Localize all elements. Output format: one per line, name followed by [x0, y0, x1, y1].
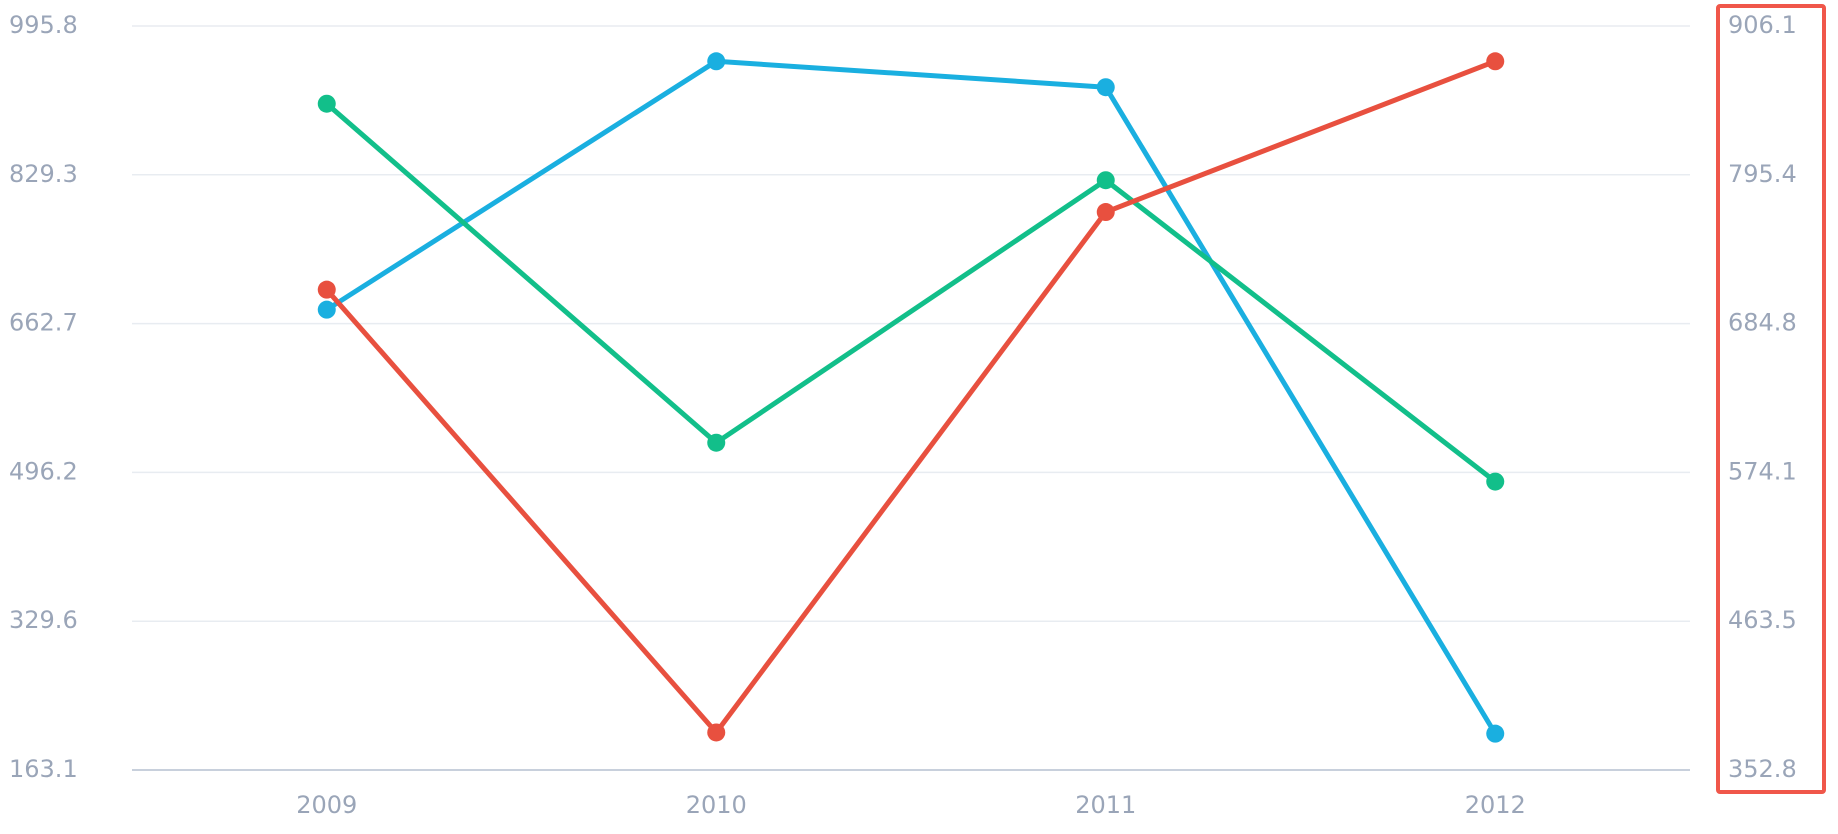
highlight-box	[1716, 4, 1826, 794]
data-point	[707, 433, 726, 452]
y-tick-label: 329.6	[9, 606, 78, 634]
y2-tick-label: 352.8	[1728, 755, 1797, 783]
y2-tick-label: 906.1	[1728, 11, 1797, 39]
series-line	[325, 58, 1498, 735]
x-tick-label: 2009	[296, 791, 357, 819]
data-point	[1486, 52, 1505, 71]
y2-tick-label: 463.5	[1728, 606, 1797, 634]
y-tick-label: 995.8	[9, 11, 78, 39]
data-point	[707, 723, 726, 742]
series-line	[325, 101, 1497, 484]
series-line	[324, 58, 1497, 735]
y2-tick-label: 795.4	[1728, 160, 1797, 188]
data-point	[1486, 472, 1505, 491]
y-tick-label: 163.1	[9, 755, 78, 783]
y2-tick-label: 574.1	[1728, 457, 1797, 485]
data-point	[1486, 724, 1505, 743]
data-point	[707, 52, 726, 71]
data-point	[1096, 78, 1115, 97]
data-point	[317, 300, 336, 319]
data-point	[1096, 171, 1115, 190]
data-point	[317, 280, 336, 299]
y-tick-label: 496.2	[9, 457, 78, 485]
y-tick-label: 662.7	[9, 309, 78, 337]
x-tick-label: 2011	[1075, 791, 1136, 819]
data-point	[1096, 203, 1115, 222]
y2-tick-label: 684.8	[1728, 309, 1797, 337]
data-point	[317, 94, 336, 113]
x-tick-label: 2010	[686, 791, 747, 819]
y-tick-label: 829.3	[9, 160, 78, 188]
x-tick-label: 2012	[1465, 791, 1526, 819]
